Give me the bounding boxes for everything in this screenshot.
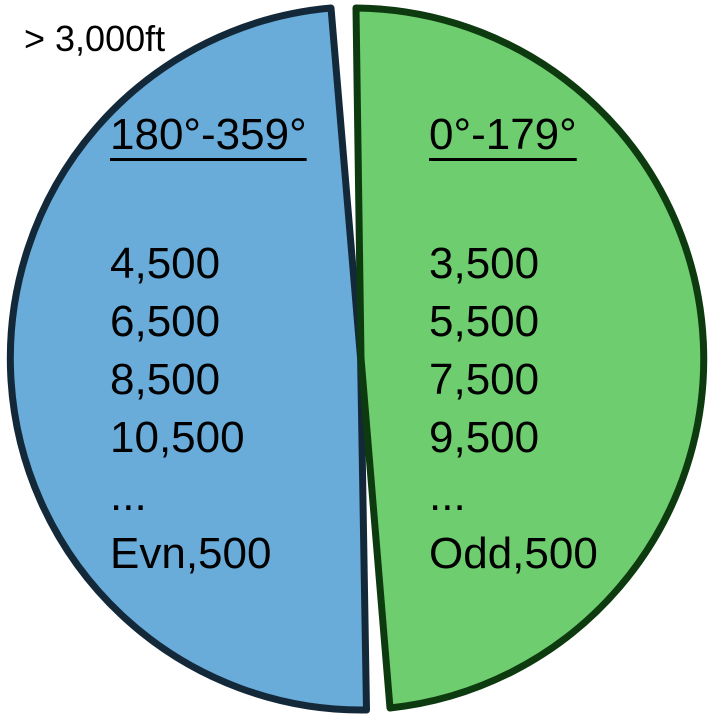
westbound-half-circle-shape [6,4,370,714]
eastbound-heading-range: 0°-179° [429,110,577,159]
altitude-ellipsis: ... [110,471,147,520]
altitude-ellipsis: ... [429,471,466,520]
altitude-item: 9,500 [429,413,540,462]
westbound-column: 180°-359° 4,500 6,500 8,500 10,500 ... E… [110,110,307,583]
altitude-item: Evn,500 [110,529,272,578]
altitude-item: Odd,500 [429,529,598,578]
westbound-heading-range: 180°-359° [110,110,307,159]
altitude-item: 5,500 [429,297,540,346]
altitude-item: 8,500 [110,355,221,404]
altitude-threshold-note: > 3,000ft [24,18,166,59]
westbound-altitude-list: 4,500 6,500 8,500 10,500 ... Evn,500 [110,235,307,583]
altitude-item: 10,500 [110,413,245,462]
eastbound-altitude-list: 3,500 5,500 7,500 9,500 ... Odd,500 [429,235,598,583]
altitude-item: 7,500 [429,355,540,404]
altitude-item: 4,500 [110,239,221,288]
altitude-item: 6,500 [110,297,221,346]
eastbound-column: 0°-179° 3,500 5,500 7,500 9,500 ... Odd,… [429,110,598,583]
eastbound-half-circle-shape [352,4,708,712]
altitude-item: 3,500 [429,239,540,288]
